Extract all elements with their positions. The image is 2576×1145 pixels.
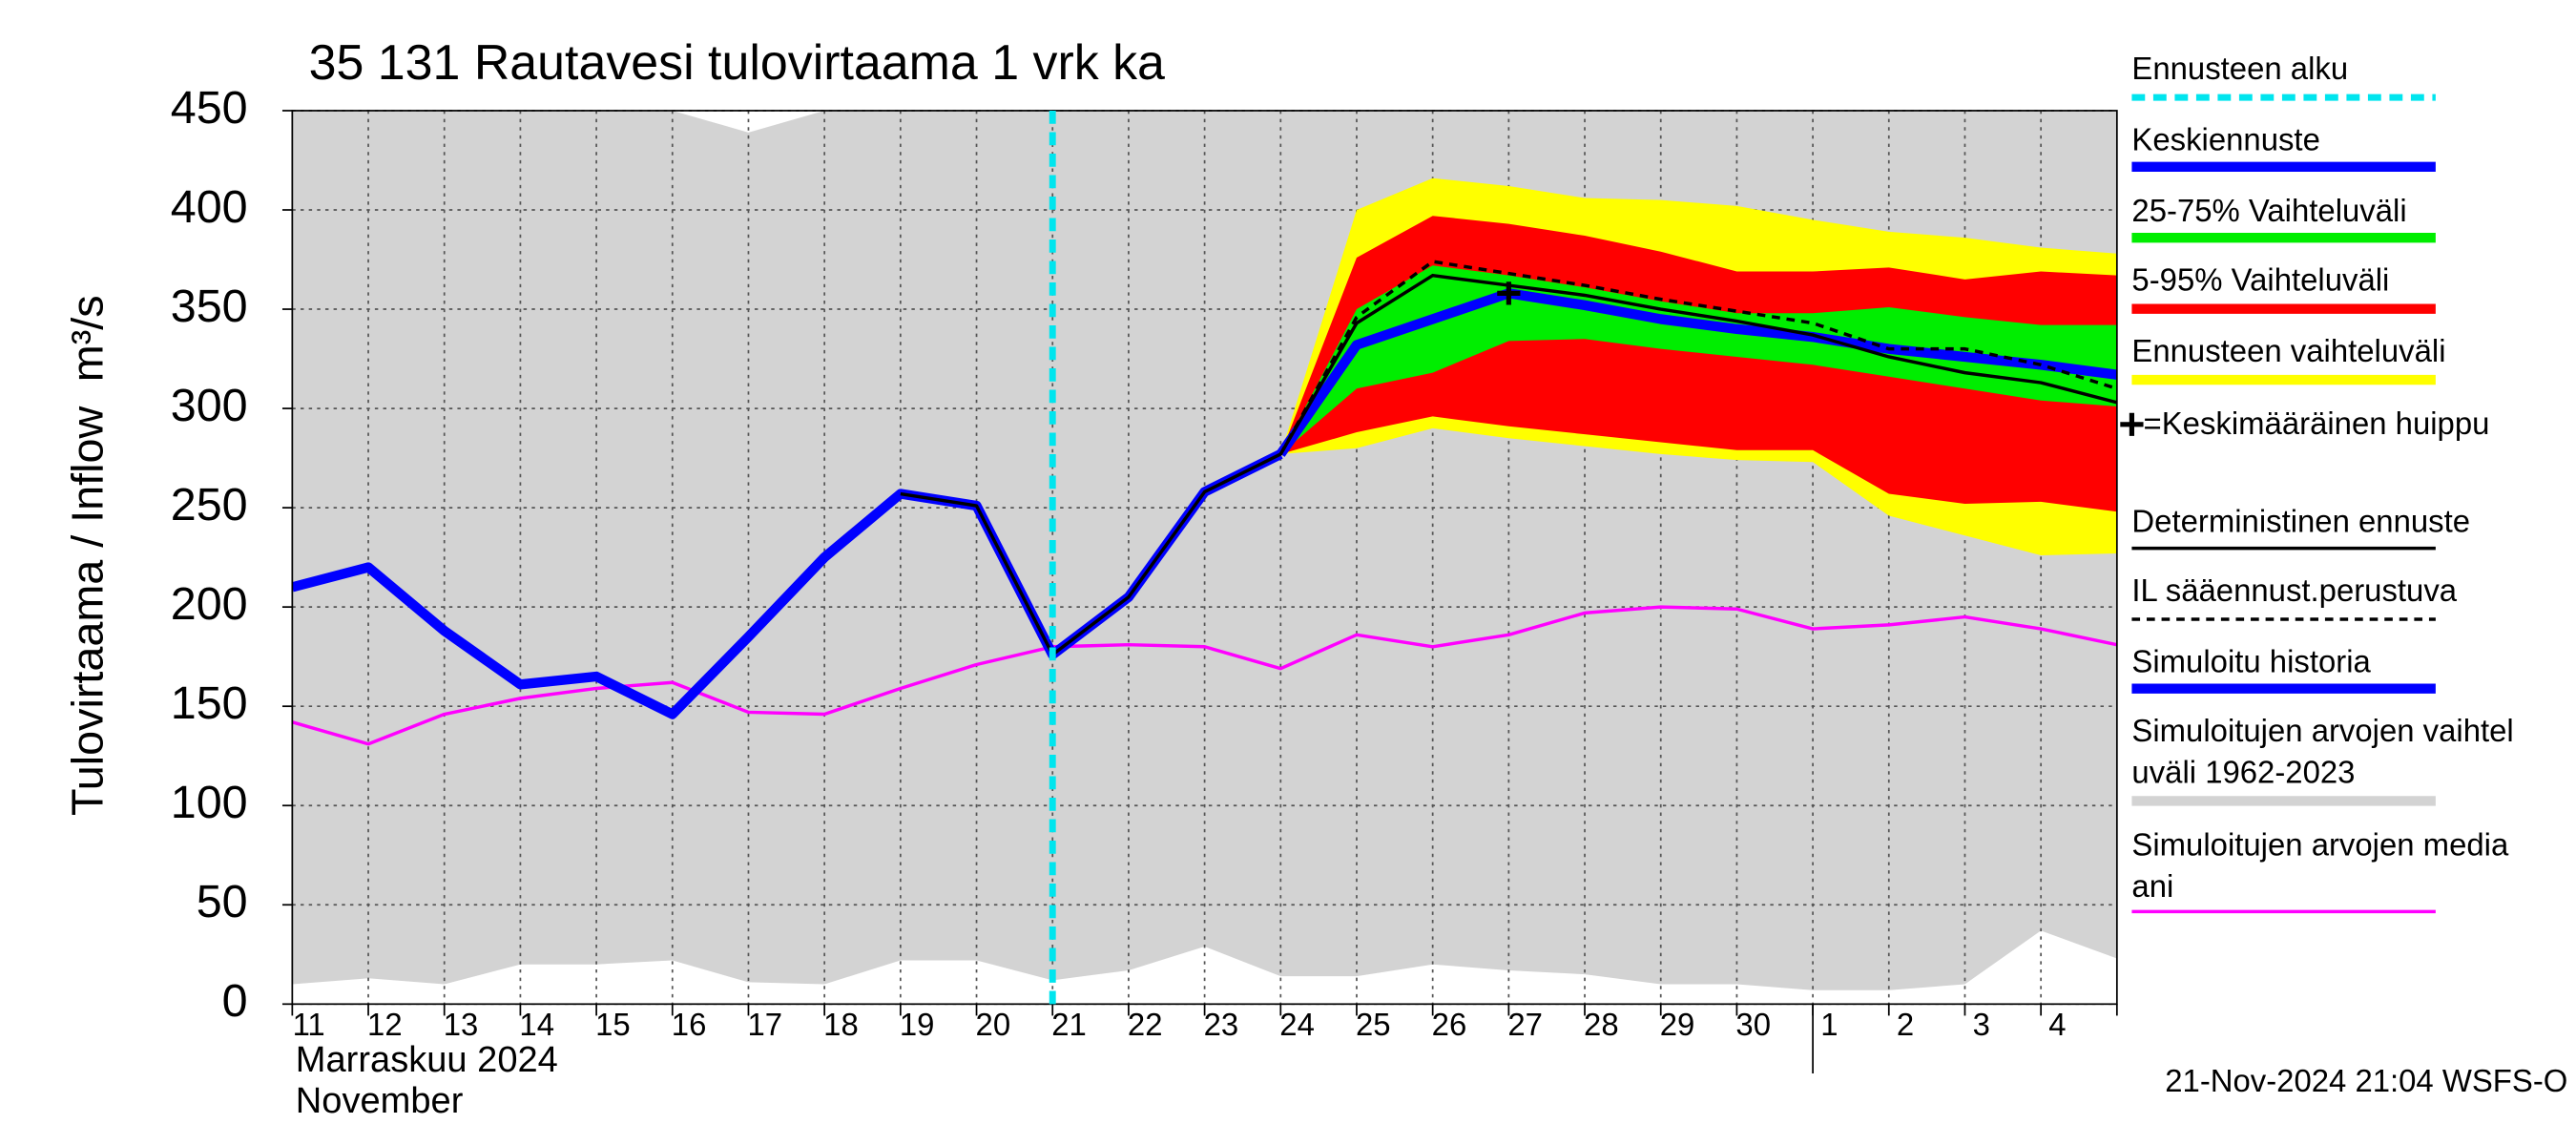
x-tick-label: 19 (900, 1007, 935, 1042)
y-tick-label: 250 (171, 479, 248, 531)
x-tick-label: 20 (976, 1007, 1011, 1042)
x-tick-label: 12 (367, 1007, 403, 1042)
y-tick-label: 400 (171, 181, 248, 233)
month-label-en: November (296, 1081, 464, 1121)
x-tick-label: 29 (1660, 1007, 1695, 1042)
x-tick-label: 2 (1897, 1007, 1914, 1042)
legend-label: Simuloitujen arvojen vaihteluväli 1962-2… (2131, 715, 2514, 792)
legend-entry: Keskiennuste (2131, 123, 2320, 159)
x-tick-label: 28 (1584, 1007, 1619, 1042)
chart-title: 35 131 Rautavesi tulovirtaama 1 vrk ka (309, 35, 1165, 91)
x-tick-label: 4 (2048, 1007, 2066, 1042)
legend-label: Deterministinen ennuste (2131, 505, 2471, 540)
legend-label: 25-75% Vaihteluväli (2131, 195, 2407, 230)
x-tick-label: 23 (1204, 1007, 1239, 1042)
legend-label: Simuloitu historia (2131, 645, 2371, 681)
x-tick-label: 14 (519, 1007, 554, 1042)
legend-entry: Simuloitu historia (2131, 645, 2371, 681)
x-tick-label: 21 (1051, 1007, 1087, 1042)
band (1280, 265, 2117, 454)
line (292, 605, 2117, 746)
peak-marker (2120, 412, 2144, 436)
legend-label: =Keskimääräinen huippu (2143, 407, 2490, 443)
legend-entry: 25-75% Vaihteluväli (2131, 195, 2407, 230)
grid (292, 110, 2117, 1006)
peak-marker (1497, 281, 1521, 305)
x-tick-label: 15 (595, 1007, 631, 1042)
x-tick-label: 24 (1279, 1007, 1315, 1042)
x-tick-label: 1 (1820, 1007, 1838, 1042)
x-tick-label: 26 (1432, 1007, 1467, 1042)
legend-entry: Deterministinen ennuste (2131, 505, 2471, 540)
legend-label: Ennusteen alku (2131, 52, 2349, 88)
legend: Ennusteen alku Keskiennuste 25-75% Vaihtel… (2120, 52, 2514, 914)
legend-entry: 5-95% Vaihteluväli (2131, 263, 2390, 300)
x-tick-label: 27 (1507, 1007, 1543, 1042)
month-label: Marraskuu 2024 (296, 1040, 558, 1080)
x-tick-label: 22 (1128, 1007, 1163, 1042)
y-axis-unit: m³/s (63, 295, 113, 382)
lines (292, 260, 2117, 746)
y-tick-label: 450 (171, 82, 248, 134)
legend-entry: Ennusteen vaihteluväli (2131, 335, 2446, 370)
legend-entry: Ennusteen alku (2131, 52, 2349, 88)
x-tick-label: 30 (1735, 1007, 1771, 1042)
x-tick-label: 18 (823, 1007, 859, 1042)
thick-line (1277, 288, 2117, 457)
x-tick-label: 3 (1973, 1007, 1990, 1042)
y-tick-label: 0 (222, 975, 248, 1027)
timestamp: 21-Nov-2024 21:04 WSFS-O (2165, 1063, 2567, 1098)
dashed-line (1278, 260, 2117, 455)
legend-label: Keskiennuste (2131, 123, 2320, 159)
legend-entry: =Keskimääräinen huippu (2143, 407, 2490, 443)
legend-label: Simuloitujen arvojen mediaani (2131, 828, 2509, 906)
x-tick-label: 11 (293, 1007, 325, 1042)
y-tick-label: 300 (171, 380, 248, 431)
legend-entry: Simuloitujen arvojen mediaani (2131, 828, 2509, 906)
y-tick-label: 350 (171, 281, 248, 332)
y-tick-label: 50 (197, 876, 248, 927)
y-tick-label: 150 (171, 677, 248, 729)
y-tick-label: 100 (171, 777, 248, 828)
y-axis-label: Tulovirtaama / Inflow (63, 406, 113, 816)
x-tick-label: 13 (444, 1007, 479, 1042)
legend-label: 5-95% Vaihteluväli (2131, 263, 2390, 300)
legend-label: Ennusteen vaihteluväli (2131, 335, 2446, 370)
legend-label: IL sääennust.perustuva (2131, 574, 2458, 610)
x-tick-label: 16 (672, 1007, 707, 1042)
x-tick-label: 17 (747, 1007, 782, 1042)
legend-entry: IL sääennust.perustuva (2131, 574, 2458, 610)
x-tick-label: 25 (1356, 1007, 1391, 1042)
y-tick-label: 200 (171, 578, 248, 630)
forecast-bands (1280, 177, 2117, 556)
legend-entry: Simuloitujen arvojen vaihteluväli 1962-2… (2131, 715, 2514, 792)
